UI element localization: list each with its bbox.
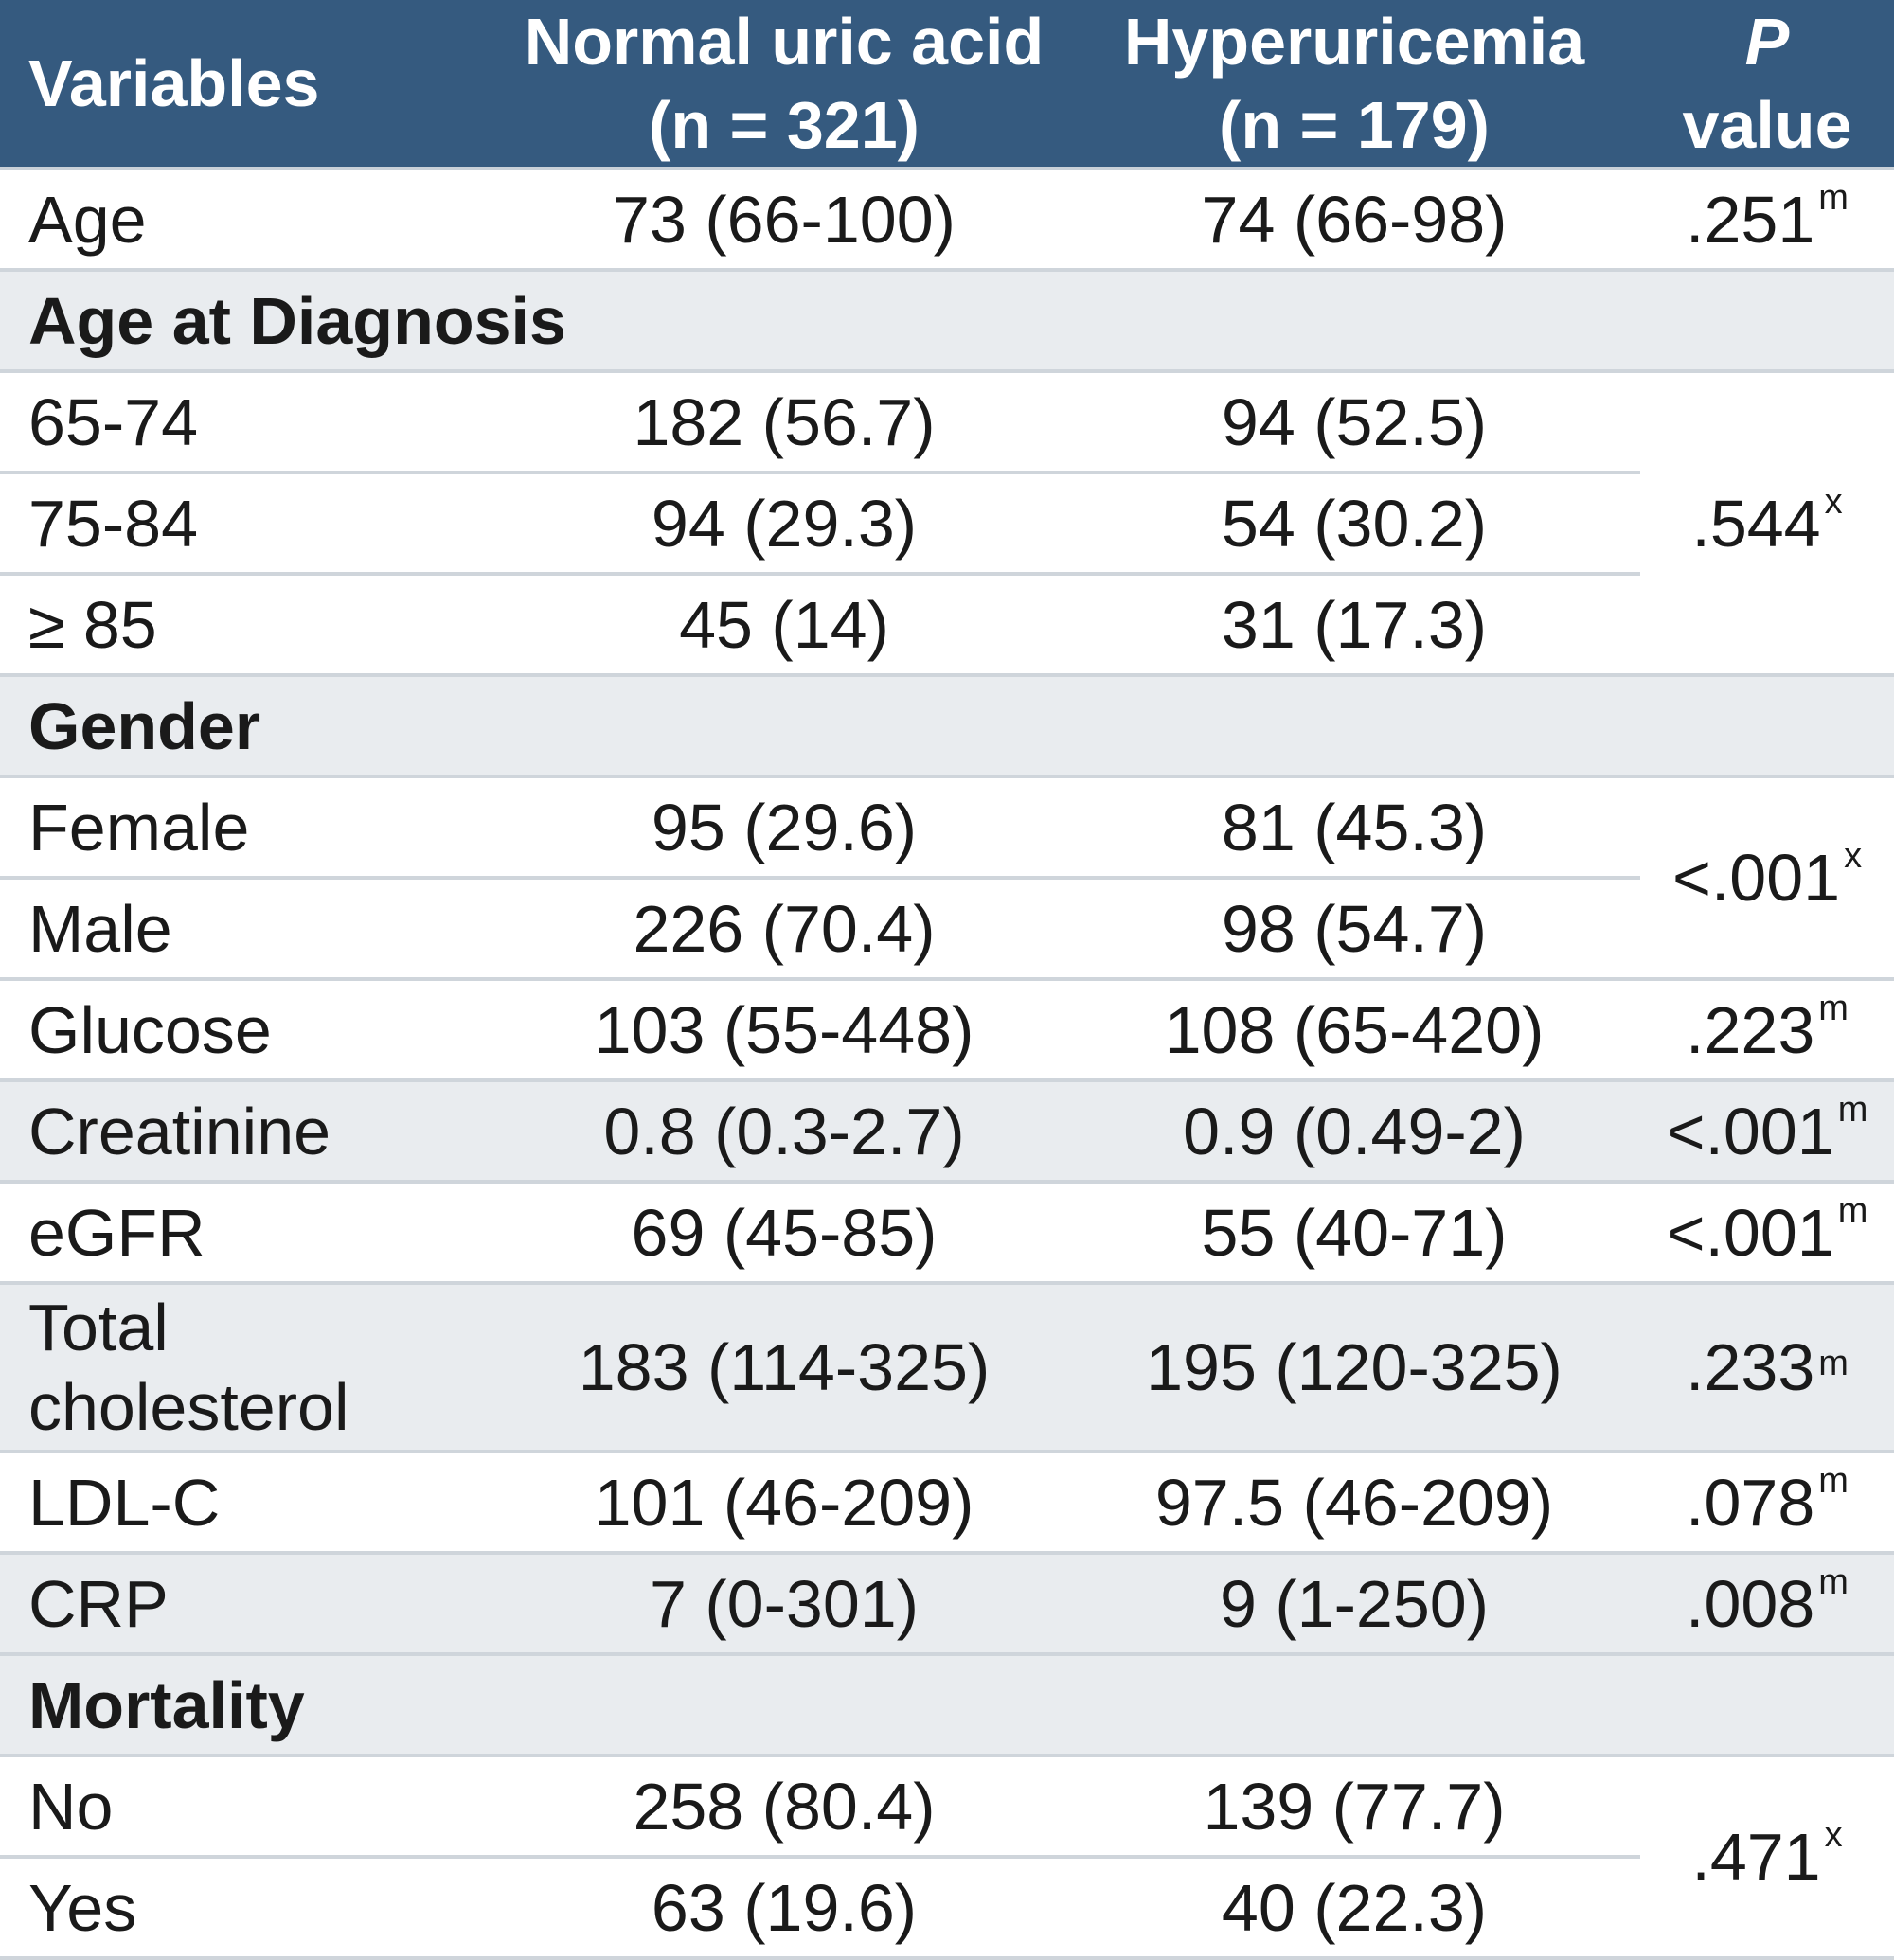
p-value: <.001 m [1640, 1182, 1894, 1285]
normal-value: 73 (66-100) [500, 169, 1068, 272]
p-value: .223 m [1640, 979, 1894, 1082]
hyper-value: 195 (120-325) [1068, 1283, 1640, 1453]
row-label: 75-84 [0, 472, 500, 576]
normal-value: 7 (0-301) [500, 1553, 1068, 1656]
p-value: <.001 x [1640, 776, 1894, 981]
normal-value: 101 (46-209) [500, 1452, 1068, 1555]
normal-value: 69 (45-85) [500, 1182, 1068, 1285]
section-row: Mortality [0, 1654, 1894, 1757]
hyper-value: 98 (54.7) [1068, 878, 1640, 981]
table-row: Yes 63 (19.6) 40 (22.3) [0, 1857, 1894, 1960]
p-value: .233 m [1640, 1283, 1894, 1453]
row-label: Age [0, 169, 500, 272]
p-value: <.001 m [1640, 1080, 1894, 1184]
header-row: Variables Normal uric acid (n = 321) Hype… [0, 0, 1894, 170]
table-row: Creatinine 0.8 (0.3-2.7) 0.9 (0.49-2) <.… [0, 1080, 1894, 1184]
hyper-value: 108 (65-420) [1068, 979, 1640, 1082]
row-label: LDL-C [0, 1452, 500, 1555]
row-label: Yes [0, 1857, 500, 1960]
row-label: Male [0, 878, 500, 981]
hyper-value: 97.5 (46-209) [1068, 1452, 1640, 1555]
hyper-value: 54 (30.2) [1068, 472, 1640, 576]
p-value: .008 m [1640, 1553, 1894, 1656]
header-hyperuricemia: Hyperuricemia (n = 179) [1068, 0, 1640, 170]
p-value: .544 x [1640, 371, 1894, 677]
normal-value: 183 (114-325) [500, 1283, 1068, 1453]
table-row: 65-74 182 (56.7) 94 (52.5) .544 x [0, 371, 1894, 677]
p-value: .471 x [1640, 1755, 1894, 1960]
table-row: eGFR 69 (45-85) 55 (40-71) <.001 m [0, 1182, 1894, 1285]
header-variables: Variables [0, 0, 500, 170]
section-row: Gender [0, 675, 1894, 778]
hyper-value: 9 (1-250) [1068, 1553, 1640, 1656]
table-row: ≥ 85 45 (14) 31 (17.3) [0, 574, 1894, 677]
normal-value: 95 (29.6) [500, 776, 1068, 880]
row-label: 65-74 [0, 371, 500, 474]
row-label: No [0, 1755, 500, 1859]
table-row: LDL-C 101 (46-209) 97.5 (46-209) .078 m [0, 1452, 1894, 1555]
row-label: Total cholesterol [0, 1283, 500, 1453]
hyper-value: 74 (66-98) [1068, 169, 1640, 272]
hyper-value: 94 (52.5) [1068, 371, 1640, 474]
hyper-value: 81 (45.3) [1068, 776, 1640, 880]
hyper-value: 55 (40-71) [1068, 1182, 1640, 1285]
table-row: Glucose 103 (55-448) 108 (65-420) .223 m [0, 979, 1894, 1082]
normal-value: 94 (29.3) [500, 472, 1068, 576]
normal-value: 226 (70.4) [500, 878, 1068, 981]
section-label: Mortality [0, 1654, 1894, 1757]
header-normal-uric-acid: Normal uric acid (n = 321) [500, 0, 1068, 170]
hyper-value: 40 (22.3) [1068, 1857, 1640, 1960]
table-row: 75-84 94 (29.3) 54 (30.2) [0, 472, 1894, 576]
row-label: Glucose [0, 979, 500, 1082]
hyper-value: 0.9 (0.49-2) [1068, 1080, 1640, 1184]
table-row: CRP 7 (0-301) 9 (1-250) .008 m [0, 1553, 1894, 1656]
normal-value: 258 (80.4) [500, 1755, 1068, 1859]
section-label: Age at Diagnosis [0, 270, 1894, 373]
section-label: Gender [0, 675, 1894, 778]
row-label: eGFR [0, 1182, 500, 1285]
table-row: Age 73 (66-100) 74 (66-98) .251 m [0, 169, 1894, 272]
row-label: Female [0, 776, 500, 880]
table-row: Male 226 (70.4) 98 (54.7) [0, 878, 1894, 981]
section-row: Age at Diagnosis [0, 270, 1894, 373]
table-row: Total cholesterol 183 (114-325) 195 (120-… [0, 1283, 1894, 1453]
row-label: ≥ 85 [0, 574, 500, 677]
table-row: Female 95 (29.6) 81 (45.3) <.001 x [0, 776, 1894, 981]
normal-value: 103 (55-448) [500, 979, 1068, 1082]
row-label: Creatinine [0, 1080, 500, 1184]
p-value: .251 m [1640, 169, 1894, 272]
hyper-value: 31 (17.3) [1068, 574, 1640, 677]
table-row: No 258 (80.4) 139 (77.7) .471 x [0, 1755, 1894, 1960]
normal-value: 45 (14) [500, 574, 1068, 677]
row-label: CRP [0, 1553, 500, 1656]
hyper-value: 139 (77.7) [1068, 1755, 1640, 1859]
normal-value: 182 (56.7) [500, 371, 1068, 474]
p-value: .078 m [1640, 1452, 1894, 1555]
normal-value: 0.8 (0.3-2.7) [500, 1080, 1068, 1184]
normal-value: 63 (19.6) [500, 1857, 1068, 1960]
